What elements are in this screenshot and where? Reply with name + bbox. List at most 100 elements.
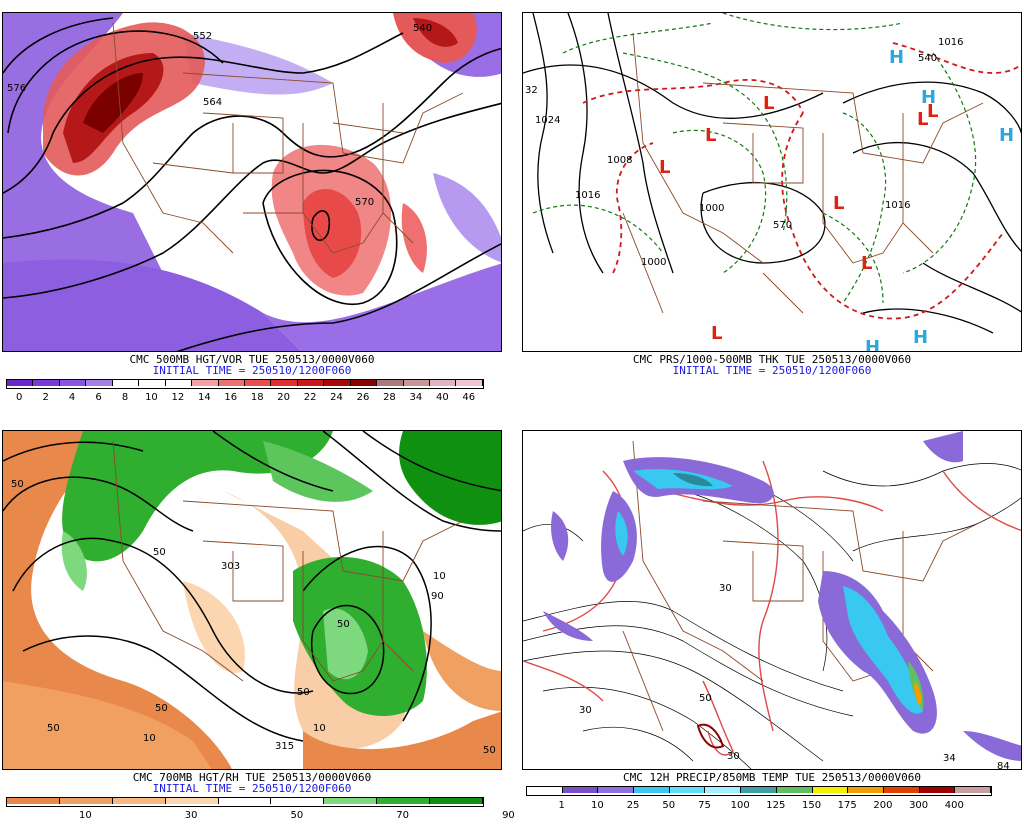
- contour-label: 303: [221, 561, 240, 572]
- map-precip: 30 30 30 34 84 50: [522, 430, 1022, 770]
- colorbar-swatch: [598, 787, 635, 793]
- colorbar-ticks: 1 10 25 50 75 100 125 150 175 200 300 400: [526, 796, 1018, 811]
- low-pressure-marker: L: [659, 157, 670, 178]
- colorbar-swatch: [634, 787, 670, 793]
- colorbar-swatch: [7, 380, 34, 386]
- colorbar-swatch: [165, 798, 219, 804]
- map-precip-svg: 30 30 30 34 84 50: [523, 431, 1021, 770]
- contour-label: 10: [143, 733, 156, 744]
- colorbar-tick-label: 50: [290, 810, 304, 821]
- contour-label: 1000: [699, 203, 724, 214]
- colorbar-tick-label: 18: [250, 392, 264, 403]
- contour-label: 34: [943, 753, 956, 764]
- contour-label: 570: [355, 197, 374, 208]
- caption-title: CMC 12H PRECIP/850MB TEMP TUE 250513/000…: [622, 771, 921, 784]
- high-pressure-marker: H: [999, 125, 1014, 146]
- contour-label: 32: [525, 85, 538, 96]
- caption-initial-time: INITIAL TIME = 250510/1200F060: [672, 364, 872, 377]
- colorbar-swatch: [919, 787, 956, 793]
- colorbar-swatch: [112, 380, 140, 386]
- caption-title: CMC 500MB HGT/VOR TUE 250513/0000V060: [129, 353, 375, 366]
- colorbar-tick-label: 14: [197, 392, 211, 403]
- contour-label: 1016: [575, 190, 600, 201]
- colorbar-swatch: [7, 798, 60, 804]
- colorbar-tick-label: 16: [224, 392, 238, 403]
- colorbar-swatch: [59, 380, 87, 386]
- contour-label: 50: [337, 619, 350, 630]
- colorbar-swatch: [112, 798, 166, 804]
- panel-precip: 30 30 30 34 84 50 CMC 12H PRECIP/850MB T…: [522, 430, 1022, 830]
- colorbar-swatch: [669, 787, 706, 793]
- contour-label: 84: [997, 761, 1010, 770]
- colorbar-swatch: [741, 787, 777, 793]
- contour-label: 1008: [607, 155, 632, 166]
- caption-title: CMC 700MB HGT/RH TUE 250513/0000V060: [132, 771, 372, 784]
- colorbar-swatch: [883, 787, 920, 793]
- contour-label: 540: [918, 53, 937, 64]
- contour-label: 1000: [641, 257, 666, 268]
- high-pressure-marker: H: [865, 337, 880, 352]
- map-700mb: 50 303 50 10 50 315 10 50 10 50 90 50 50: [2, 430, 502, 770]
- contour-label: 1016: [938, 37, 963, 48]
- low-pressure-marker: L: [927, 101, 938, 122]
- colorbar-swatch: [430, 798, 483, 804]
- contour-label: 1024: [535, 115, 560, 126]
- contour-label: 1016: [885, 200, 910, 211]
- contour-label: 50: [483, 745, 496, 756]
- colorbar-ticks: 10 30 50 70 90: [6, 806, 515, 821]
- low-pressure-marker: L: [917, 109, 928, 130]
- colorbar-swatch: [955, 787, 991, 793]
- colorbar-tick-label: 12: [171, 392, 185, 403]
- contour-label: 90: [431, 591, 444, 602]
- colorbar-tick-label: 2: [42, 392, 49, 403]
- contour-label: 30: [579, 705, 592, 716]
- colorbar-tick-label: 0: [16, 392, 23, 403]
- low-pressure-marker: L: [833, 193, 844, 214]
- colorbar-swatch: [324, 798, 378, 804]
- colorbar-swatch: [350, 380, 378, 386]
- contour-label: 570: [773, 220, 792, 231]
- colorbar-swatch: [403, 380, 430, 386]
- colorbar-tick-label: 25: [626, 800, 640, 811]
- colorbar-swatch: [430, 380, 457, 386]
- colorbar-tick-label: 40: [435, 392, 449, 403]
- colorbar-swatch: [33, 380, 60, 386]
- colorbar-swatch: [776, 787, 813, 793]
- map-prs-thk-svg: 1024 1016 1008 1000 1000 1016 570 540 10…: [523, 13, 1021, 352]
- colorbar-tick-label: 400: [944, 800, 964, 811]
- low-pressure-marker: L: [711, 323, 722, 344]
- colorbar-tick-label: 125: [766, 800, 786, 811]
- colorbar: [6, 379, 484, 389]
- colorbar-tick-label: 50: [662, 800, 676, 811]
- colorbar-swatch: [848, 787, 884, 793]
- colorbar-tick-label: 4: [68, 392, 76, 403]
- colorbar-swatch: [271, 798, 325, 804]
- colorbar-swatch: [812, 787, 849, 793]
- map-prs-thk: 1024 1016 1008 1000 1000 1016 570 540 10…: [522, 12, 1022, 352]
- caption-initial-time: INITIAL TIME = 250510/1200F060: [152, 782, 352, 795]
- contour-label: 10: [433, 571, 446, 582]
- colorbar-tick-label: 28: [383, 392, 396, 403]
- contour-label: 50: [699, 693, 712, 704]
- caption-initial-time: INITIAL TIME = 250510/1200F060: [152, 364, 352, 377]
- colorbar-swatch: [244, 380, 272, 386]
- colorbar-tick-label: 100: [730, 800, 750, 811]
- colorbar-swatch: [324, 380, 351, 386]
- colorbar-swatch: [297, 380, 325, 386]
- contour-label: 50: [11, 479, 24, 490]
- contour-label: 30: [719, 583, 732, 594]
- colorbar-tick-label: 26: [356, 392, 370, 403]
- colorbar-swatch: [377, 380, 404, 386]
- contour-label: 50: [155, 703, 168, 714]
- colorbar: [526, 786, 992, 796]
- low-pressure-marker: L: [861, 253, 872, 274]
- colorbar-tick-label: 200: [873, 800, 893, 811]
- panel-500mb: 552 540 576 564 570 CMC 500MB HGT/VOR TU…: [2, 12, 502, 412]
- colorbar-tick-label: 8: [121, 392, 129, 403]
- colorbar-swatch: [218, 798, 272, 804]
- colorbar-tick-label: 22: [303, 392, 317, 403]
- colorbar-swatch: [139, 380, 166, 386]
- colorbar-swatch: [527, 787, 563, 793]
- colorbar-tick-label: 10: [78, 810, 92, 821]
- colorbar-swatch: [271, 380, 298, 386]
